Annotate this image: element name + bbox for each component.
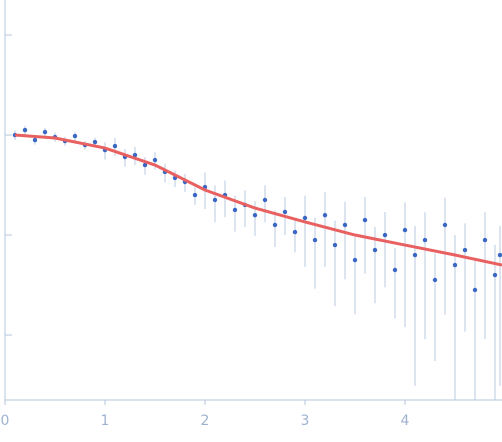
data-point: [232, 207, 238, 213]
data-point: [312, 237, 318, 243]
x-tick-label: 2: [201, 413, 210, 429]
data-point: [302, 215, 308, 221]
data-point: [252, 212, 258, 218]
data-point: [262, 197, 268, 203]
data-point: [432, 277, 438, 283]
data-point: [492, 272, 498, 278]
data-point: [92, 139, 98, 145]
data-point: [372, 247, 378, 253]
data-point: [392, 267, 398, 273]
data-point: [22, 127, 28, 133]
data-point: [452, 262, 458, 268]
data-point: [442, 222, 448, 228]
data-point: [412, 252, 418, 258]
data-point: [422, 237, 428, 243]
x-tick-label: 4: [401, 413, 410, 429]
data-point: [292, 229, 298, 235]
data-point: [352, 257, 358, 263]
data-point: [342, 222, 348, 228]
data-point: [332, 242, 338, 248]
data-point: [272, 222, 278, 228]
data-point: [42, 129, 48, 135]
data-point: [72, 133, 78, 139]
x-tick-label: 3: [301, 413, 310, 429]
data-point: [132, 152, 138, 158]
data-point: [382, 232, 388, 238]
fit-line: [14, 133, 502, 267]
data-point: [482, 237, 488, 243]
data-point: [402, 227, 408, 233]
x-tick-label: 0: [1, 413, 10, 429]
x-tick-label: 1: [101, 413, 110, 429]
data-point: [497, 252, 502, 258]
data-point: [142, 162, 148, 168]
data-point: [32, 137, 38, 143]
data-point: [462, 247, 468, 253]
data-point: [282, 209, 288, 215]
data-point: [322, 212, 328, 218]
data-point: [192, 192, 198, 198]
data-point: [152, 157, 158, 163]
data-point: [212, 197, 218, 203]
data-point: [362, 217, 368, 223]
data-point: [472, 287, 478, 293]
data-point: [112, 143, 118, 149]
